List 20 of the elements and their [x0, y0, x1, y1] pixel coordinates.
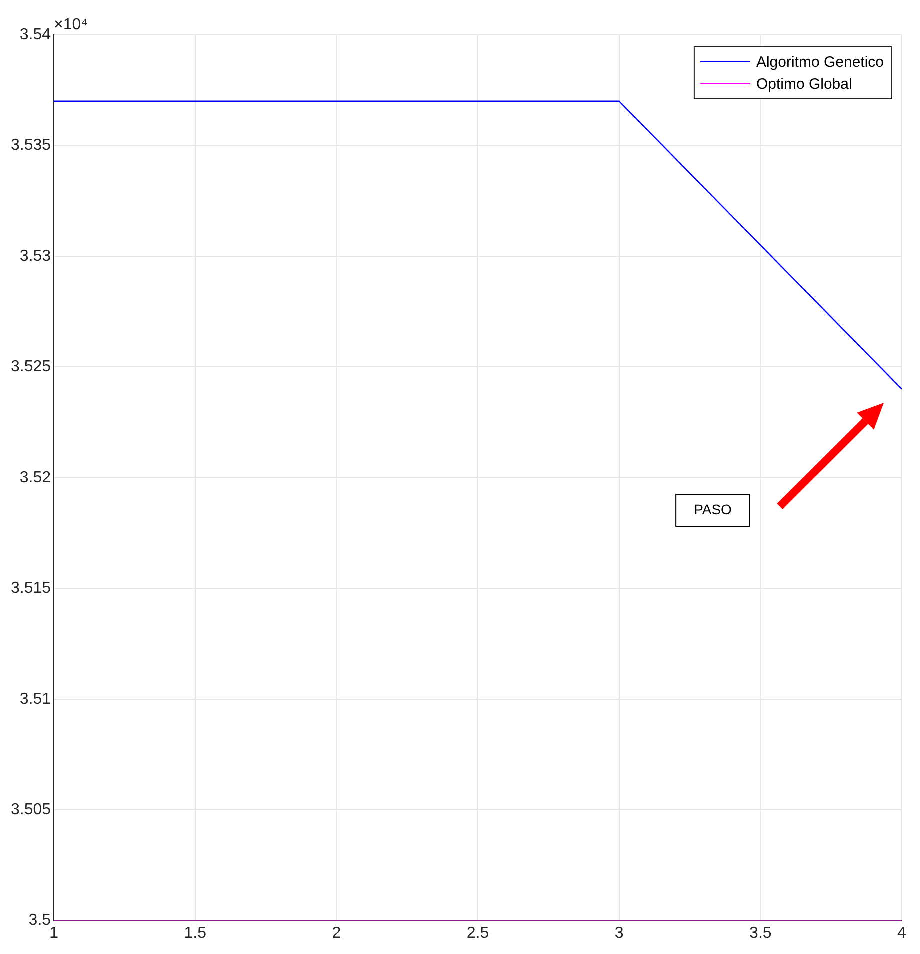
legend-label: Optimo Global: [756, 76, 852, 94]
x-tick-label: 1: [50, 924, 59, 942]
text: ×10⁴: [54, 16, 88, 34]
x-tick-label: 2: [332, 924, 342, 942]
x-tick-label: 3.5: [750, 924, 772, 942]
y-tick-label: 3.5: [28, 912, 52, 930]
y-tick-label: 3.54: [20, 26, 52, 44]
y-tick-label: 3.535: [10, 137, 52, 154]
y-tick-label: 3.53: [20, 248, 52, 265]
y-tick-label: 3.51: [20, 690, 52, 708]
x-tick-label: 4: [898, 924, 907, 942]
x-tick-label: 3: [614, 924, 624, 942]
y-tick-label: 3.505: [10, 801, 52, 818]
x-tick-label: 2.5: [466, 924, 490, 942]
y-tick-label: 3.515: [10, 580, 52, 598]
y-tick-label: 3.52: [20, 469, 52, 486]
x-tick-label: 1.5: [184, 924, 207, 942]
y-tick-label: 3.525: [10, 358, 52, 376]
annotation: PASO: [694, 502, 732, 518]
legend-label: Algoritmo Genetico: [756, 54, 884, 72]
